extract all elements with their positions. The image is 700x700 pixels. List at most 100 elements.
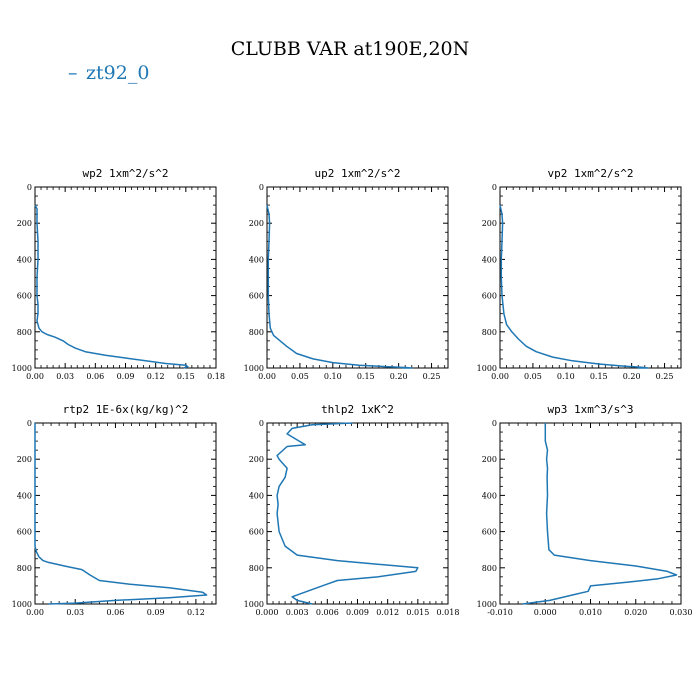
x-tick-label: 0.12	[187, 608, 205, 617]
series-line-zt92_0	[266, 204, 413, 369]
x-tick-label: 0.03	[66, 608, 84, 617]
plot-frame	[266, 186, 449, 369]
x-tick-label: 0.015	[406, 608, 429, 617]
x-tick-label: 0.10	[324, 372, 342, 381]
y-tick-label: 800	[482, 328, 497, 337]
y-tick-label: 0	[492, 419, 497, 428]
x-tick-label: 0.15	[357, 372, 375, 381]
x-tick-label: 0.020	[624, 608, 647, 617]
x-tick-label: 0.00	[26, 372, 44, 381]
x-tick-label: 0.010	[579, 608, 602, 617]
y-tick-label: 0	[259, 183, 264, 192]
x-tick-label: 0.00	[258, 372, 276, 381]
chart-panel-4: rtp2 1E-6x(kg/kg)^2 0 200 400 600 800 10000.00…	[12, 403, 217, 617]
panel-title: vp2 1xm^2/s^2	[547, 167, 633, 180]
y-tick-label: 400	[249, 491, 264, 500]
y-tick-label: 400	[249, 255, 264, 264]
y-tick-label: 1000	[12, 364, 32, 373]
legend-label: zt92_0	[86, 62, 149, 84]
x-tick-label: -0.010	[487, 608, 513, 617]
x-tick-label: 0.00	[491, 372, 509, 381]
x-tick-label: 0.20	[390, 372, 408, 381]
y-tick-label: 400	[17, 255, 32, 264]
panel-title: rtp2 1E-6x(kg/kg)^2	[63, 403, 189, 416]
plot-frame	[499, 186, 682, 369]
chart-panel-6: wp3 1xm^3/s^3 0 200 400 600 800 1000-0.010 0.00…	[477, 403, 693, 617]
series-line-zt92_0	[276, 422, 419, 605]
series-line-zt92_0	[499, 204, 649, 369]
y-tick-label: 800	[249, 564, 264, 573]
panel-title: wp2 1xm^2/s^2	[82, 167, 168, 180]
y-tick-label: 600	[17, 528, 32, 537]
x-tick-label: 0.000	[256, 608, 279, 617]
y-tick-label: 800	[17, 328, 32, 337]
x-tick-label: 0.18	[207, 372, 225, 381]
y-tick-label: 400	[17, 491, 32, 500]
y-tick-label: 1000	[477, 600, 497, 609]
y-tick-label: 1000	[244, 600, 264, 609]
y-tick-label: 600	[482, 528, 497, 537]
x-tick-label: 0.00	[26, 608, 44, 617]
y-tick-label: 400	[482, 255, 497, 264]
x-tick-label: 0.012	[376, 608, 399, 617]
x-tick-label: 0.06	[107, 608, 125, 617]
x-tick-label: 0.05	[524, 372, 542, 381]
x-tick-label: 0.10	[557, 372, 575, 381]
y-tick-label: 800	[249, 328, 264, 337]
x-tick-label: 0.003	[286, 608, 309, 617]
y-tick-label: 200	[17, 455, 32, 464]
x-tick-label: 0.03	[56, 372, 74, 381]
series-line-zt92_0	[522, 423, 678, 605]
legend: – zt92_0	[68, 62, 149, 84]
series-line-zt92_0	[34, 204, 189, 369]
legend-marker-line: –	[68, 62, 78, 84]
y-tick-label: 0	[27, 419, 32, 428]
y-tick-label: 200	[249, 455, 264, 464]
x-tick-label: 0.06	[86, 372, 104, 381]
x-tick-label: 0.006	[316, 608, 339, 617]
y-tick-label: 400	[482, 491, 497, 500]
x-tick-label: 0.018	[437, 608, 460, 617]
y-tick-label: 0	[492, 183, 497, 192]
x-tick-label: 0.09	[147, 608, 165, 617]
plot-frame	[266, 422, 449, 605]
y-tick-label: 1000	[477, 364, 497, 373]
y-tick-label: 0	[259, 419, 264, 428]
panel-title: wp3 1xm^3/s^3	[547, 403, 633, 416]
x-tick-label: 0.000	[534, 608, 557, 617]
x-tick-label: 0.09	[117, 372, 135, 381]
x-tick-label: 0.25	[656, 372, 674, 381]
y-tick-label: 1000	[12, 600, 32, 609]
y-tick-label: 200	[482, 219, 497, 228]
panel-title: up2 1xm^2/s^2	[314, 167, 400, 180]
y-tick-label: 200	[249, 219, 264, 228]
x-tick-label: 0.20	[623, 372, 641, 381]
y-tick-label: 800	[17, 564, 32, 573]
y-tick-label: 600	[17, 292, 32, 301]
x-tick-label: 0.15	[590, 372, 608, 381]
y-tick-label: 600	[249, 528, 264, 537]
y-tick-label: 200	[17, 219, 32, 228]
series-line-zt92_0	[34, 423, 208, 605]
x-tick-label: 0.05	[291, 372, 309, 381]
figure-title: CLUBB VAR at190E,20N	[231, 38, 470, 60]
plot-frame	[499, 422, 682, 605]
x-tick-label: 0.009	[346, 608, 369, 617]
x-tick-label: 0.25	[423, 372, 441, 381]
panel-title: thlp2 1xK^2	[321, 403, 394, 416]
x-tick-label: 0.15	[177, 372, 195, 381]
x-tick-label: 0.12	[147, 372, 165, 381]
y-tick-label: 600	[482, 292, 497, 301]
x-tick-label: 0.030	[670, 608, 693, 617]
y-tick-label: 800	[482, 564, 497, 573]
y-tick-label: 1000	[244, 364, 264, 373]
y-tick-label: 200	[482, 455, 497, 464]
plot-frame	[34, 422, 217, 605]
y-tick-label: 600	[249, 292, 264, 301]
y-tick-label: 0	[27, 183, 32, 192]
